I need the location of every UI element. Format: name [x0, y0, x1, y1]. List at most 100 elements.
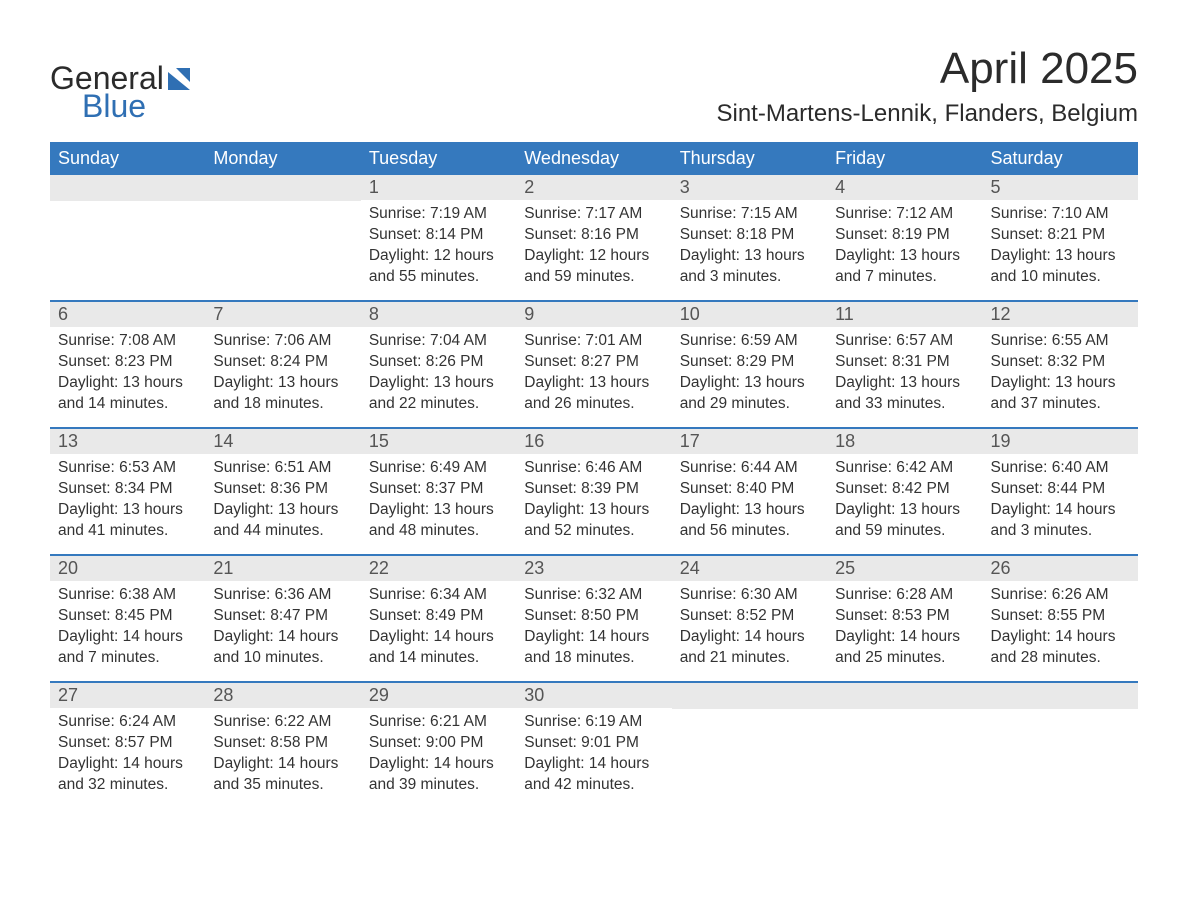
- day-number: 4: [827, 175, 982, 200]
- daylight-line: Daylight: 13 hours and 41 minutes.: [58, 500, 197, 542]
- calendar-day-cell: 1Sunrise: 7:19 AMSunset: 8:14 PMDaylight…: [361, 175, 516, 301]
- day-number: 29: [361, 683, 516, 708]
- logo: General Blue: [50, 44, 198, 122]
- calendar-day-cell: 13Sunrise: 6:53 AMSunset: 8:34 PMDayligh…: [50, 429, 205, 555]
- daylight-line: Daylight: 13 hours and 56 minutes.: [680, 500, 819, 542]
- day-details: [672, 709, 827, 719]
- day-details: Sunrise: 6:59 AMSunset: 8:29 PMDaylight:…: [672, 327, 827, 421]
- day-number: 30: [516, 683, 671, 708]
- sunset-line: Sunset: 8:16 PM: [524, 225, 663, 246]
- sunrise-line: Sunrise: 6:19 AM: [524, 712, 663, 733]
- sunset-line: Sunset: 8:19 PM: [835, 225, 974, 246]
- calendar-week-row: 13Sunrise: 6:53 AMSunset: 8:34 PMDayligh…: [50, 429, 1138, 555]
- calendar-day-cell: 14Sunrise: 6:51 AMSunset: 8:36 PMDayligh…: [205, 429, 360, 555]
- sunset-line: Sunset: 9:01 PM: [524, 733, 663, 754]
- daylight-line: Daylight: 13 hours and 59 minutes.: [835, 500, 974, 542]
- day-number: [672, 683, 827, 709]
- sunset-line: Sunset: 8:23 PM: [58, 352, 197, 373]
- location-subtitle: Sint-Martens-Lennik, Flanders, Belgium: [716, 100, 1138, 128]
- calendar-day-cell: 19Sunrise: 6:40 AMSunset: 8:44 PMDayligh…: [983, 429, 1138, 555]
- calendar-day-cell: 11Sunrise: 6:57 AMSunset: 8:31 PMDayligh…: [827, 302, 982, 428]
- day-number: 5: [983, 175, 1138, 200]
- day-details: Sunrise: 6:28 AMSunset: 8:53 PMDaylight:…: [827, 581, 982, 675]
- day-number: 2: [516, 175, 671, 200]
- day-details: Sunrise: 6:55 AMSunset: 8:32 PMDaylight:…: [983, 327, 1138, 421]
- day-number: 10: [672, 302, 827, 327]
- weekday-header-row: Sunday Monday Tuesday Wednesday Thursday…: [50, 142, 1138, 175]
- daylight-line: Daylight: 14 hours and 28 minutes.: [991, 627, 1130, 669]
- day-details: Sunrise: 6:36 AMSunset: 8:47 PMDaylight:…: [205, 581, 360, 675]
- day-details: Sunrise: 7:15 AMSunset: 8:18 PMDaylight:…: [672, 200, 827, 294]
- sunset-line: Sunset: 8:50 PM: [524, 606, 663, 627]
- calendar-day-cell: 8Sunrise: 7:04 AMSunset: 8:26 PMDaylight…: [361, 302, 516, 428]
- calendar-day-cell: 2Sunrise: 7:17 AMSunset: 8:16 PMDaylight…: [516, 175, 671, 301]
- day-details: Sunrise: 6:22 AMSunset: 8:58 PMDaylight:…: [205, 708, 360, 802]
- sunrise-line: Sunrise: 7:15 AM: [680, 204, 819, 225]
- calendar-day-cell: 10Sunrise: 6:59 AMSunset: 8:29 PMDayligh…: [672, 302, 827, 428]
- logo-flag-icon: [168, 68, 198, 90]
- sunset-line: Sunset: 8:58 PM: [213, 733, 352, 754]
- calendar-day-cell: 30 Sunrise: 6:19 AMSunset: 9:01 PMDayligh…: [516, 683, 671, 809]
- sunrise-line: Sunrise: 6:46 AM: [524, 458, 663, 479]
- day-number: 7: [205, 302, 360, 327]
- calendar-day-cell: 28Sunrise: 6:22 AMSunset: 8:58 PMDayligh…: [205, 683, 360, 809]
- sunset-line: Sunset: 8:39 PM: [524, 479, 663, 500]
- day-number: 6: [50, 302, 205, 327]
- day-number: [205, 175, 360, 201]
- sunrise-line: Sunrise: 6:42 AM: [835, 458, 974, 479]
- calendar-day-cell: [205, 175, 360, 301]
- sunset-line: Sunset: 8:49 PM: [369, 606, 508, 627]
- sunrise-line: Sunrise: 6:28 AM: [835, 585, 974, 606]
- day-details: Sunrise: 6:32 AMSunset: 8:50 PMDaylight:…: [516, 581, 671, 675]
- sunset-line: Sunset: 8:24 PM: [213, 352, 352, 373]
- day-details: [50, 201, 205, 211]
- calendar-day-cell: 24Sunrise: 6:30 AMSunset: 8:52 PMDayligh…: [672, 556, 827, 682]
- sunrise-line: Sunrise: 6:24 AM: [58, 712, 197, 733]
- day-number: 23: [516, 556, 671, 581]
- day-number: 20: [50, 556, 205, 581]
- sunrise-line: Sunrise: 6:49 AM: [369, 458, 508, 479]
- daylight-line: Daylight: 14 hours and 18 minutes.: [524, 627, 663, 669]
- sunrise-line: Sunrise: 6:51 AM: [213, 458, 352, 479]
- sunset-line: Sunset: 8:27 PM: [524, 352, 663, 373]
- calendar-table: Sunday Monday Tuesday Wednesday Thursday…: [50, 142, 1138, 809]
- sunrise-line: Sunrise: 7:04 AM: [369, 331, 508, 352]
- calendar-day-cell: [672, 683, 827, 809]
- calendar-day-cell: 27Sunrise: 6:24 AMSunset: 8:57 PMDayligh…: [50, 683, 205, 809]
- calendar-day-cell: 21Sunrise: 6:36 AMSunset: 8:47 PMDayligh…: [205, 556, 360, 682]
- day-number: 12: [983, 302, 1138, 327]
- calendar-week-row: 6Sunrise: 7:08 AMSunset: 8:23 PMDaylight…: [50, 302, 1138, 428]
- day-details: Sunrise: 7:01 AMSunset: 8:27 PMDaylight:…: [516, 327, 671, 421]
- sunset-line: Sunset: 8:57 PM: [58, 733, 197, 754]
- day-number: 27: [50, 683, 205, 708]
- day-number: 21: [205, 556, 360, 581]
- day-details: Sunrise: 7:17 AMSunset: 8:16 PMDaylight:…: [516, 200, 671, 294]
- daylight-line: Daylight: 14 hours and 39 minutes.: [369, 754, 508, 796]
- sunrise-line: Sunrise: 7:01 AM: [524, 331, 663, 352]
- daylight-line: Daylight: 14 hours and 42 minutes.: [524, 754, 663, 796]
- daylight-line: Daylight: 13 hours and 3 minutes.: [680, 246, 819, 288]
- day-number: 25: [827, 556, 982, 581]
- day-details: Sunrise: 6:40 AMSunset: 8:44 PMDaylight:…: [983, 454, 1138, 548]
- sunrise-line: Sunrise: 7:10 AM: [991, 204, 1130, 225]
- sunrise-line: Sunrise: 6:44 AM: [680, 458, 819, 479]
- sunrise-line: Sunrise: 7:08 AM: [58, 331, 197, 352]
- daylight-line: Daylight: 13 hours and 14 minutes.: [58, 373, 197, 415]
- calendar-day-cell: 4Sunrise: 7:12 AMSunset: 8:19 PMDaylight…: [827, 175, 982, 301]
- day-number: 26: [983, 556, 1138, 581]
- sunset-line: Sunset: 8:47 PM: [213, 606, 352, 627]
- sunrise-line: Sunrise: 6:26 AM: [991, 585, 1130, 606]
- day-number: 3: [672, 175, 827, 200]
- daylight-line: Daylight: 13 hours and 48 minutes.: [369, 500, 508, 542]
- sunrise-line: Sunrise: 7:19 AM: [369, 204, 508, 225]
- sunset-line: Sunset: 8:44 PM: [991, 479, 1130, 500]
- page-title: April 2025: [716, 44, 1138, 94]
- sunset-line: Sunset: 8:32 PM: [991, 352, 1130, 373]
- day-number: 1: [361, 175, 516, 200]
- calendar-day-cell: 29Sunrise: 6:21 AMSunset: 9:00 PMDayligh…: [361, 683, 516, 809]
- day-details: Sunrise: 6:42 AMSunset: 8:42 PMDaylight:…: [827, 454, 982, 548]
- day-number: [827, 683, 982, 709]
- sunset-line: Sunset: 8:40 PM: [680, 479, 819, 500]
- sunset-line: Sunset: 8:37 PM: [369, 479, 508, 500]
- daylight-line: Daylight: 13 hours and 29 minutes.: [680, 373, 819, 415]
